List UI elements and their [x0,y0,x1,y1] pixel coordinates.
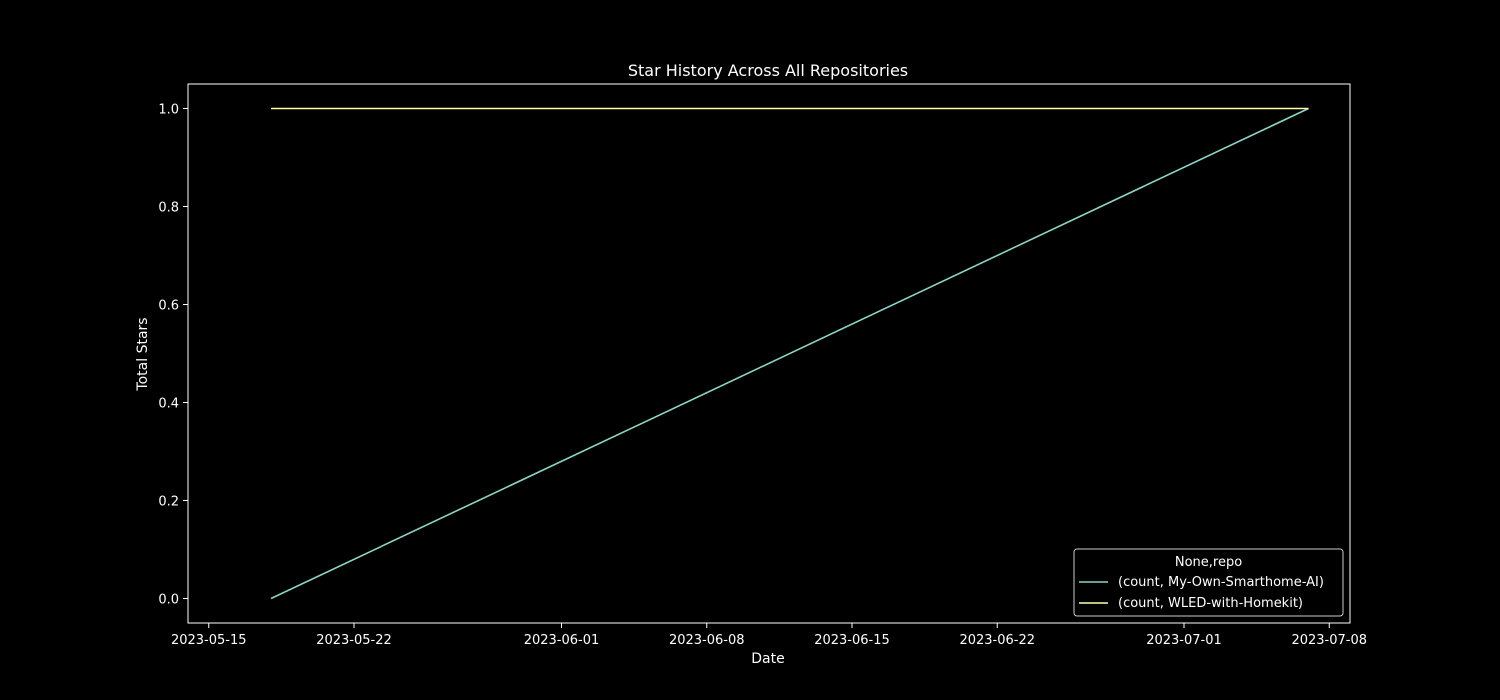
axes: 2023-05-15 2023-05-22 2023-06-01 2023-06-08… [158,103,1367,649]
legend-entry-label: (count, WLED-with-Homekit) [1118,596,1303,611]
y-axis-label: Total Stars [135,317,151,391]
legend-entry-label: (count, My-Own-Smarthome-AI) [1118,575,1324,590]
legend: None,repo (count, My-Own-Smarthome-AI) (co… [1073,548,1344,617]
legend-title: None,repo [1175,555,1242,570]
x-axis-label: Date [751,651,784,667]
series-lines [270,107,1309,600]
y-tick-label: 0.0 [158,593,179,608]
x-tick-label: 2023-05-22 [316,633,392,648]
x-tick-label: 2023-06-22 [959,633,1035,648]
x-tick-label: 2023-07-01 [1146,633,1222,648]
plot-frame [187,83,1351,624]
y-tick-label: 0.4 [158,397,179,412]
legend-box [1073,548,1344,617]
x-tick-label: 2023-06-01 [524,633,600,648]
x-tick-label: 2023-06-15 [814,633,890,648]
x-tick-label: 2023-06-08 [669,633,745,648]
y-tick-label: 0.8 [158,201,179,216]
x-tick-label: 2023-07-08 [1291,633,1367,648]
y-tick-label: 0.6 [158,299,179,314]
y-tick-label: 1.0 [158,103,179,118]
x-tick-label: 2023-05-15 [171,633,247,648]
y-tick-label: 0.2 [158,495,179,510]
series-line-1 [270,107,1309,600]
chart-title: Star History Across All Repositories [628,61,908,80]
